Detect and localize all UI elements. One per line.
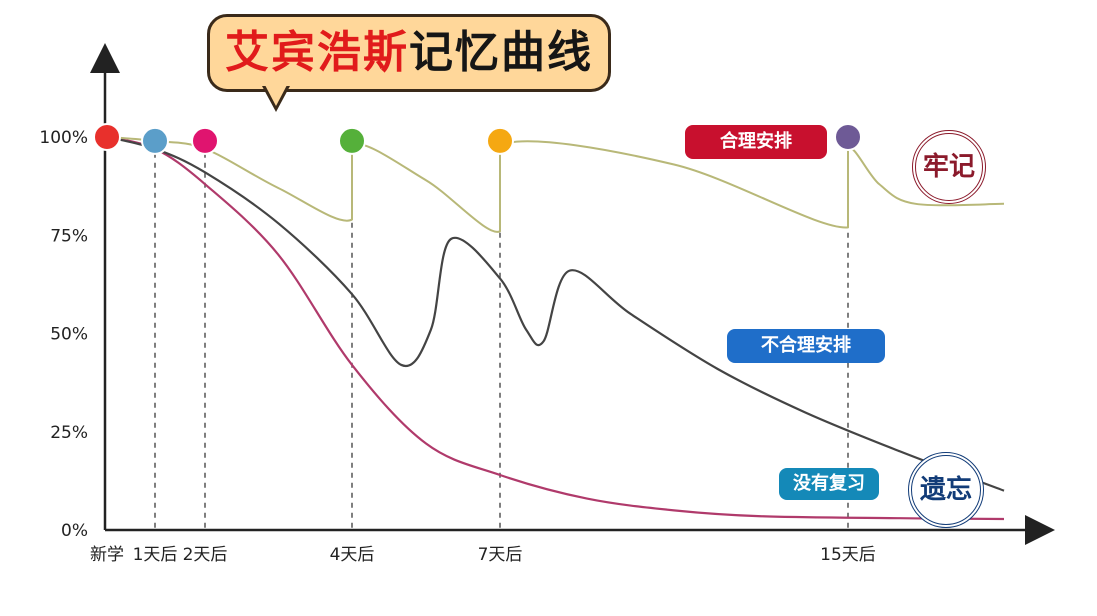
series-label-no-review: 没有复习	[779, 468, 879, 500]
review-marker-1	[141, 126, 169, 155]
series-label-reasonable: 合理安排	[685, 125, 827, 159]
forget-stamp: 遗忘	[908, 452, 984, 528]
y-tick-label-1: 75%	[50, 226, 88, 246]
x-tick-label-0: 新学	[90, 545, 124, 565]
title-bubble-tail-fill	[265, 85, 287, 106]
x-tick-label-2: 2天后	[183, 545, 228, 565]
review-marker-3	[338, 126, 366, 155]
y-tick-label-2: 50%	[50, 325, 88, 345]
x-tick-label-4: 7天后	[478, 545, 523, 565]
review-marker-4	[486, 126, 514, 155]
series-line-1	[106, 135, 1005, 492]
y-tick-label-4: 0%	[61, 521, 88, 541]
x-tick-label-1: 1天后	[133, 545, 178, 565]
series-line-0	[106, 136, 1005, 233]
review-marker-0	[93, 123, 121, 151]
chart-title: 艾宾浩斯记忆曲线	[207, 14, 611, 92]
chart-title-black: 记忆曲线	[409, 27, 593, 78]
y-tick-label-3: 25%	[50, 423, 88, 443]
y-tick-label-0: 100%	[39, 128, 88, 148]
title-bubble	[207, 14, 611, 92]
review-marker-2	[191, 126, 219, 155]
x-tick-label-3: 4天后	[330, 545, 375, 565]
remember-stamp: 牢记	[912, 130, 986, 204]
x-tick-label-5: 15天后	[820, 545, 876, 565]
review-marker-5	[834, 123, 862, 151]
chart-title-red: 艾宾浩斯	[225, 27, 409, 78]
series-label-unreasonable: 不合理安排	[727, 329, 885, 363]
series-line-2	[106, 135, 1005, 521]
